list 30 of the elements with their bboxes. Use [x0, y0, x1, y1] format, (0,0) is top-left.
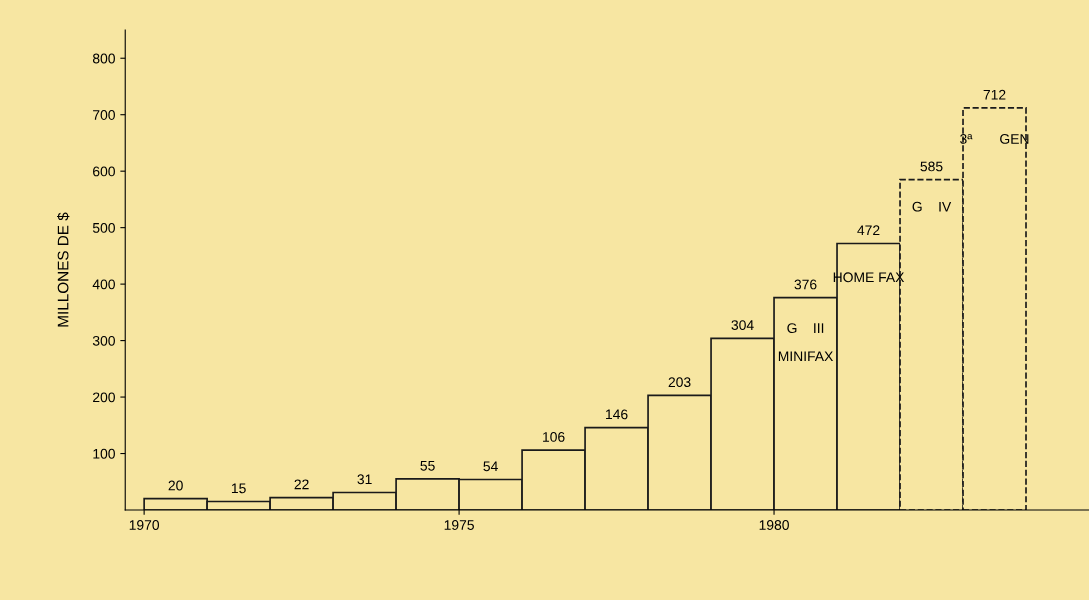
y-tick-label: 300	[92, 335, 115, 346]
annotation: G III	[787, 323, 824, 334]
y-tick-label: 200	[93, 392, 115, 403]
annotation: 3ª GEN	[960, 134, 1029, 144]
data-label: 376	[794, 279, 817, 290]
data-label: 22	[294, 479, 309, 490]
data-label: 54	[483, 461, 498, 472]
x-tick-label: 1970	[129, 520, 160, 530]
y-tick-label: 600	[93, 166, 115, 177]
data-label: 304	[731, 320, 754, 331]
y-tick-label: 700	[93, 110, 115, 120]
data-label: 106	[543, 432, 565, 442]
y-tick-label: 500	[92, 222, 115, 233]
data-label: 55	[420, 460, 435, 471]
data-label: 585	[920, 161, 943, 172]
data-label: 472	[857, 225, 880, 236]
data-label: 31	[357, 474, 372, 485]
data-label: 203	[668, 377, 691, 388]
y-tick-label: 800	[92, 53, 115, 64]
x-tick-label: 1975	[444, 520, 474, 530]
y-tick-label: 400	[92, 279, 115, 290]
data-label: 146	[606, 409, 628, 420]
annotation: G IV	[912, 201, 952, 212]
data-label: 15	[231, 483, 246, 494]
data-label: 20	[168, 480, 183, 491]
y-tick-label: 100	[93, 448, 115, 459]
x-tick-label: 1980	[759, 520, 789, 530]
y-axis-title: MILLONES DE $	[57, 212, 70, 327]
annotation: MINIFAX	[778, 351, 834, 362]
data-label: 712	[983, 89, 1006, 100]
